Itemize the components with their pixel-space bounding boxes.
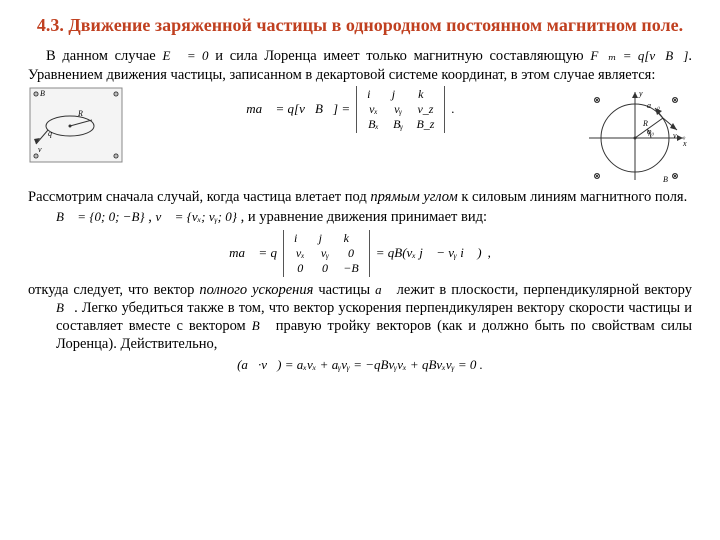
eq-Fm: F⃗ₘ = q[v⃗B⃗] [590, 48, 688, 63]
eq-v: v⃗ = {vₓ; vᵧ; 0} [155, 209, 236, 224]
d2-B: B⃗ [663, 175, 674, 184]
e2-vx: vₓ [288, 246, 313, 261]
d1-R: R [77, 109, 83, 118]
eq-mid-dot: . [451, 101, 454, 117]
e2-j: j⃗ [313, 231, 338, 246]
p2-a: Рассмотрим сначала случай, когда частица… [28, 189, 370, 205]
eq2-rhs: = qB(vₓ j⃗ − vᵧ i⃗ ) [376, 245, 482, 261]
d1-B: B⃗ [40, 89, 51, 98]
d2-a0: a⃗₀ [647, 101, 660, 110]
e2-0b: 0 [288, 261, 313, 276]
d2-y: y [638, 89, 643, 98]
diagram-charge-circle: B⃗ R q v⃗ [28, 86, 124, 164]
d1-v: v⃗ [38, 145, 48, 154]
p4-c: лежит в плоскости, перпендикулярной вект… [392, 282, 692, 298]
d-vx: vₓ [361, 102, 386, 117]
section-title: 4.3. Движение заряженной частицы в однор… [28, 14, 692, 37]
p4-eq-B2: B⃗ [252, 318, 270, 333]
e2-k: k⃗ [337, 231, 364, 246]
e2-0c: 0 [313, 261, 338, 276]
diagram-xy-circle: x y φ₀ R v⃗₀ a⃗₀ B⃗ [577, 86, 692, 186]
eq3-text: (a⃗·v⃗) = aₓvₓ + aᵧvᵧ = −qBvᵧvₓ + qBvₓvᵧ… [237, 357, 476, 372]
p4-eq-a: a⃗ [375, 282, 392, 297]
d2-x: x [682, 139, 687, 148]
p4-b: частицы [313, 282, 375, 298]
d-Bz: B_z [410, 117, 440, 132]
para-2: Рассмотрим сначала случай, когда частица… [28, 188, 692, 206]
eq-motion-2: ma⃗ = q i⃗j⃗k⃗ vₓvᵧ0 00−B = qB(vₓ j⃗ − v… [28, 230, 692, 277]
para-4: откуда следует, что вектор полного ускор… [28, 281, 692, 354]
d-vy: vᵧ [386, 102, 411, 117]
e2-vy: vᵧ [313, 246, 338, 261]
eq-dotproduct: (a⃗·v⃗) = aₓvₓ + aᵧvᵧ = −qBvᵧvₓ + qBvₓvᵧ… [28, 357, 692, 373]
d-vz: v_z [410, 102, 440, 117]
e2-0a: 0 [337, 246, 364, 261]
d-By: Bᵧ [386, 117, 411, 132]
d2-phi: φ₀ [647, 127, 654, 136]
p4-emph: полного ускорения [199, 282, 313, 298]
p4-a: откуда следует, что вектор [28, 282, 199, 298]
p4-eq-B1: B⃗ [56, 300, 74, 315]
p3-b: , и уравнение движения принимает вид: [237, 209, 487, 225]
p1-b: и сила Лоренца имеет только магнитную со… [208, 48, 590, 64]
d2-v0: v⃗₀ [673, 131, 686, 140]
p2-b: к силовым линиям магнитного поля. [458, 189, 688, 205]
eq2-lhs: ma⃗ = q [229, 245, 277, 261]
d2-R: R [642, 119, 648, 128]
para-1: В данном случае E⃗ = 0 и сила Лоренца им… [28, 47, 692, 83]
d-i: i⃗ [361, 87, 386, 102]
eq-B: B⃗ = {0; 0; −B} [56, 209, 145, 224]
e2-i: i⃗ [288, 231, 313, 246]
p2-emph: прямым углом [370, 189, 457, 205]
para-3: B⃗ = {0; 0; −B} , v⃗ = {vₓ; vᵧ; 0} , и у… [28, 208, 692, 226]
eq-E0: E⃗ = 0 [162, 48, 208, 63]
d-j: j⃗ [386, 87, 411, 102]
eq-mid-lhs: ma⃗ = q[v⃗B⃗] = [246, 101, 350, 117]
d-Bx: Bₓ [361, 117, 386, 132]
eq2-comma: , [488, 245, 491, 261]
diagram-equation-row: B⃗ R q v⃗ ma⃗ = q[v⃗B⃗] = i⃗j⃗k⃗ vₓvᵧv_z… [28, 86, 692, 186]
p1-a: В данном случае [46, 48, 162, 64]
p3-m: , [145, 209, 156, 225]
d1-q: q [48, 129, 52, 138]
e2-B: −B [337, 261, 364, 276]
d-k: k⃗ [410, 87, 440, 102]
eq-motion-determinant: ma⃗ = q[v⃗B⃗] = i⃗j⃗k⃗ vₓvᵧv_z BₓBᵧB_z . [124, 86, 577, 133]
